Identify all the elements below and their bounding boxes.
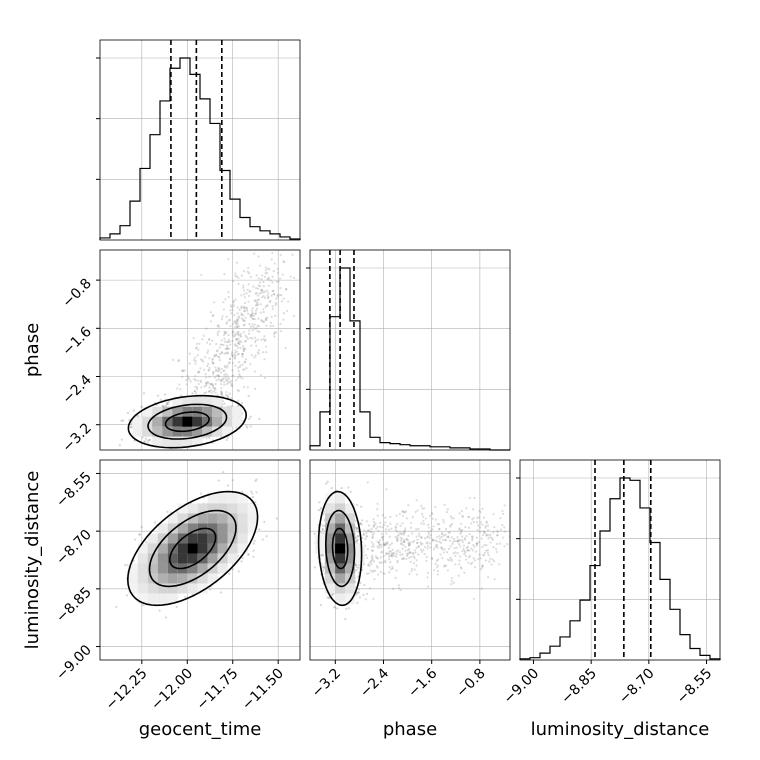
panel-frame xyxy=(309,249,511,451)
density-peak xyxy=(182,416,193,427)
y-tick-label: −3.2 xyxy=(59,420,94,455)
grid-lines xyxy=(310,460,510,660)
x-tick-label: −8.85 xyxy=(558,666,600,708)
panel-2d-phase-luminosity_distance xyxy=(309,459,511,661)
histogram-luminosity_distance xyxy=(519,477,721,660)
grid-lines xyxy=(100,40,300,240)
contour-level-2 xyxy=(147,403,228,440)
contour-level-1 xyxy=(331,527,349,570)
x-tick-label: −3.2 xyxy=(309,666,344,701)
x-tick-label: −12.00 xyxy=(148,666,196,714)
panel-2d-geocent_time-luminosity_distance xyxy=(99,459,301,661)
contour-level-2 xyxy=(148,509,237,588)
x-tick-label: −1.6 xyxy=(405,665,440,700)
y-axis-label-luminosity_distance: luminosity_distance xyxy=(22,471,43,650)
panel-frame xyxy=(99,459,301,661)
panel-hist-luminosity_distance xyxy=(516,459,721,661)
density-peak xyxy=(187,543,198,554)
contour-level-2 xyxy=(324,509,356,588)
y-tick-label: −1.6 xyxy=(59,324,94,359)
panel-hist-geocent_time xyxy=(96,39,301,241)
panel-frame xyxy=(309,459,511,661)
y-axis-label-phase: phase xyxy=(22,323,43,377)
x-tick-label: −2.4 xyxy=(357,665,392,700)
contour-level-1 xyxy=(168,527,217,570)
x-tick-label: −8.70 xyxy=(616,666,658,708)
x-tick-label: −8.55 xyxy=(674,666,716,708)
panel-frame xyxy=(519,459,721,661)
y-tick-label: −2.4 xyxy=(59,372,94,407)
histogram-phase xyxy=(309,267,510,451)
y-tick-label: −9.00 xyxy=(53,642,95,684)
panel-hist-phase xyxy=(306,249,511,451)
x-tick-label: −11.50 xyxy=(239,666,287,714)
panel-2d-geocent_time-phase xyxy=(99,249,301,451)
y-tick-label: −8.70 xyxy=(53,527,95,569)
y-tick-label: −8.85 xyxy=(53,584,95,626)
x-tick-label: −11.75 xyxy=(194,666,242,714)
contour-level-3 xyxy=(127,394,248,449)
x-axis-label-phase: phase xyxy=(383,719,437,740)
x-axis-label-geocent_time: geocent_time xyxy=(139,719,262,740)
y-tick-label: −8.55 xyxy=(53,469,95,511)
panel-frame xyxy=(99,39,301,241)
y-tick-label: −0.8 xyxy=(59,276,94,311)
contour-level-1 xyxy=(164,411,210,433)
x-tick-label: −9.00 xyxy=(501,666,543,708)
histogram-geocent_time xyxy=(99,57,301,240)
contour-level-3 xyxy=(317,490,363,607)
panel-frame xyxy=(99,249,301,451)
x-tick-label: −0.8 xyxy=(453,666,488,701)
density-peak xyxy=(335,543,346,554)
x-tick-label: −12.25 xyxy=(103,666,151,714)
x-axis-label-luminosity_distance: luminosity_distance xyxy=(531,719,710,740)
contour-level-3 xyxy=(126,490,259,607)
